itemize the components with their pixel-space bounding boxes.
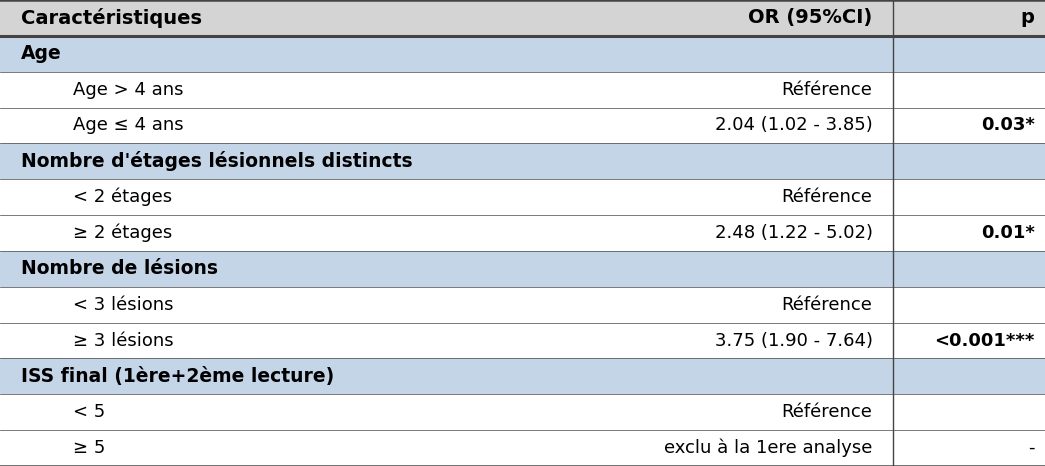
Bar <box>0 0 1045 36</box>
Bar <box>0 215 1045 251</box>
Text: Nombre de lésions: Nombre de lésions <box>21 260 218 278</box>
Text: 0.01*: 0.01* <box>980 224 1035 242</box>
Text: Age > 4 ans: Age > 4 ans <box>73 81 184 99</box>
Bar <box>0 108 1045 144</box>
Text: Référence: Référence <box>782 188 873 206</box>
Text: <0.001***: <0.001*** <box>934 331 1035 350</box>
Bar <box>0 430 1045 466</box>
Bar <box>0 394 1045 430</box>
Text: Caractéristiques: Caractéristiques <box>21 8 202 28</box>
Text: < 2 étages: < 2 étages <box>73 188 172 206</box>
Text: Nombre d'étages lésionnels distincts: Nombre d'étages lésionnels distincts <box>21 151 413 171</box>
Text: p: p <box>1021 8 1035 27</box>
Text: ≥ 2 étages: ≥ 2 étages <box>73 224 172 242</box>
Text: Référence: Référence <box>782 296 873 314</box>
Text: Age: Age <box>21 44 62 63</box>
Bar <box>0 322 1045 358</box>
Bar <box>0 179 1045 215</box>
Text: OR (95%CI): OR (95%CI) <box>748 8 873 27</box>
Text: -: - <box>1028 439 1035 457</box>
Text: < 3 lésions: < 3 lésions <box>73 296 173 314</box>
Text: ISS final (1ère+2ème lecture): ISS final (1ère+2ème lecture) <box>21 367 334 386</box>
Text: Référence: Référence <box>782 403 873 421</box>
Text: 3.75 (1.90 - 7.64): 3.75 (1.90 - 7.64) <box>715 331 873 350</box>
Text: 2.04 (1.02 - 3.85): 2.04 (1.02 - 3.85) <box>715 116 873 135</box>
Bar <box>0 287 1045 322</box>
Text: 2.48 (1.22 - 5.02): 2.48 (1.22 - 5.02) <box>715 224 873 242</box>
Bar <box>0 72 1045 108</box>
Text: < 5: < 5 <box>73 403 106 421</box>
Text: ≥ 3 lésions: ≥ 3 lésions <box>73 331 173 350</box>
Bar <box>0 251 1045 287</box>
Text: exclu à la 1ere analyse: exclu à la 1ere analyse <box>665 439 873 457</box>
Text: 0.03*: 0.03* <box>980 116 1035 135</box>
Bar <box>0 358 1045 394</box>
Text: ≥ 5: ≥ 5 <box>73 439 106 457</box>
Bar <box>0 144 1045 179</box>
Text: Age ≤ 4 ans: Age ≤ 4 ans <box>73 116 184 135</box>
Bar <box>0 36 1045 72</box>
Text: Référence: Référence <box>782 81 873 99</box>
